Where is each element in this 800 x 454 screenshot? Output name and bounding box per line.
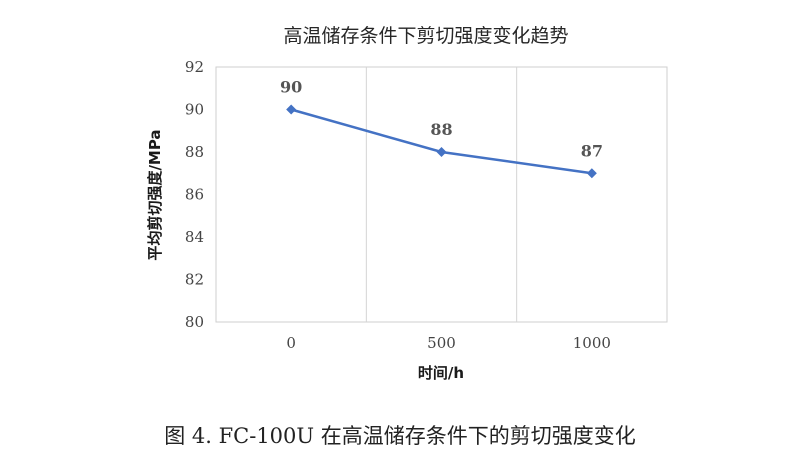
x-axis-ticks: 0 500 1000 bbox=[286, 334, 611, 352]
data-labels-layer: 90 88 87 bbox=[280, 78, 603, 161]
chart-title: 高温储存条件下剪切强度变化趋势 bbox=[283, 25, 568, 47]
y-tick-label: 88 bbox=[185, 143, 204, 161]
grid-lines bbox=[365, 67, 518, 322]
y-tick-label: 82 bbox=[185, 271, 204, 289]
x-tick-label: 500 bbox=[427, 334, 456, 352]
y-tick-label: 90 bbox=[185, 101, 204, 119]
x-axis-label: 时间/h bbox=[418, 364, 464, 382]
y-tick-label: 80 bbox=[185, 313, 204, 331]
x-tick-label: 1000 bbox=[573, 334, 611, 352]
figure-caption: 图 4. FC-100U 在高温储存条件下的剪切强度变化 bbox=[164, 424, 636, 448]
data-label: 90 bbox=[280, 78, 302, 97]
data-label: 87 bbox=[581, 141, 603, 160]
data-point-marker bbox=[286, 104, 297, 115]
y-axis-ticks: 80 82 84 86 88 90 92 bbox=[185, 58, 204, 331]
plot-area bbox=[215, 66, 668, 323]
data-label: 88 bbox=[430, 120, 452, 139]
y-axis-label: 平均剪切强度/MPa bbox=[146, 129, 164, 260]
series-layer bbox=[286, 104, 597, 179]
data-point-marker bbox=[586, 168, 597, 179]
y-tick-label: 84 bbox=[185, 228, 204, 246]
y-tick-label: 92 bbox=[185, 58, 204, 76]
x-tick-label: 0 bbox=[286, 334, 296, 352]
data-point-marker bbox=[436, 147, 447, 157]
y-tick-label: 86 bbox=[185, 186, 204, 204]
